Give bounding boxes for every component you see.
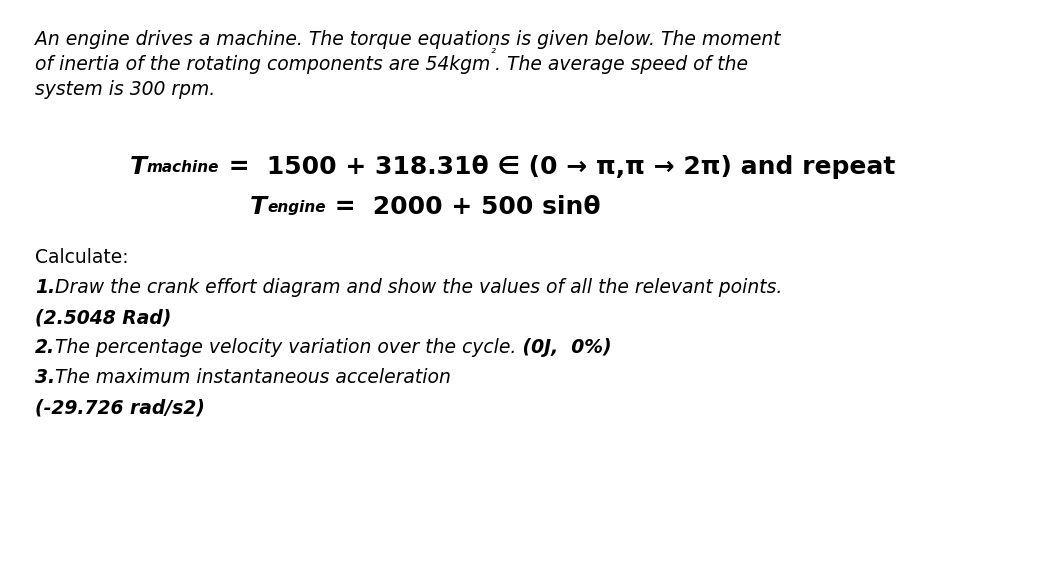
Text: 1.: 1. [35, 278, 55, 297]
Text: of inertia of the rotating components are 54kgm: of inertia of the rotating components ar… [35, 55, 490, 74]
Text: 2.: 2. [35, 338, 55, 357]
Text: Calculate:: Calculate: [35, 248, 129, 267]
Text: T: T [250, 195, 267, 219]
Text: . The average speed of the: . The average speed of the [495, 55, 749, 74]
Text: 1500 + 318.31θ ∈ (0 → π,π → 2π) and repeat: 1500 + 318.31θ ∈ (0 → π,π → 2π) and repe… [258, 155, 895, 179]
Text: T: T [130, 155, 147, 179]
Text: =: = [220, 155, 258, 179]
Text: An engine drives a machine. The torque equations is given below. The moment: An engine drives a machine. The torque e… [35, 30, 780, 49]
Text: 3.: 3. [35, 368, 55, 387]
Text: (-29.726 rad/s2): (-29.726 rad/s2) [35, 398, 205, 417]
Text: system is 300 rpm.: system is 300 rpm. [35, 80, 215, 99]
Text: ²: ² [490, 47, 495, 60]
Text: 2000 + 500 sinθ: 2000 + 500 sinθ [364, 195, 601, 219]
Text: The maximum instantaneous acceleration: The maximum instantaneous acceleration [55, 368, 451, 387]
Text: engine: engine [267, 200, 325, 215]
Text: (2.5048 Rad): (2.5048 Rad) [35, 308, 171, 327]
Text: Draw the crank effort diagram and show the values of all the relevant points.: Draw the crank effort diagram and show t… [55, 278, 782, 297]
Text: machine: machine [147, 160, 220, 175]
Text: (0J,  0%): (0J, 0%) [516, 338, 612, 357]
Text: =: = [325, 195, 364, 219]
Text: The percentage velocity variation over the cycle.: The percentage velocity variation over t… [55, 338, 516, 357]
